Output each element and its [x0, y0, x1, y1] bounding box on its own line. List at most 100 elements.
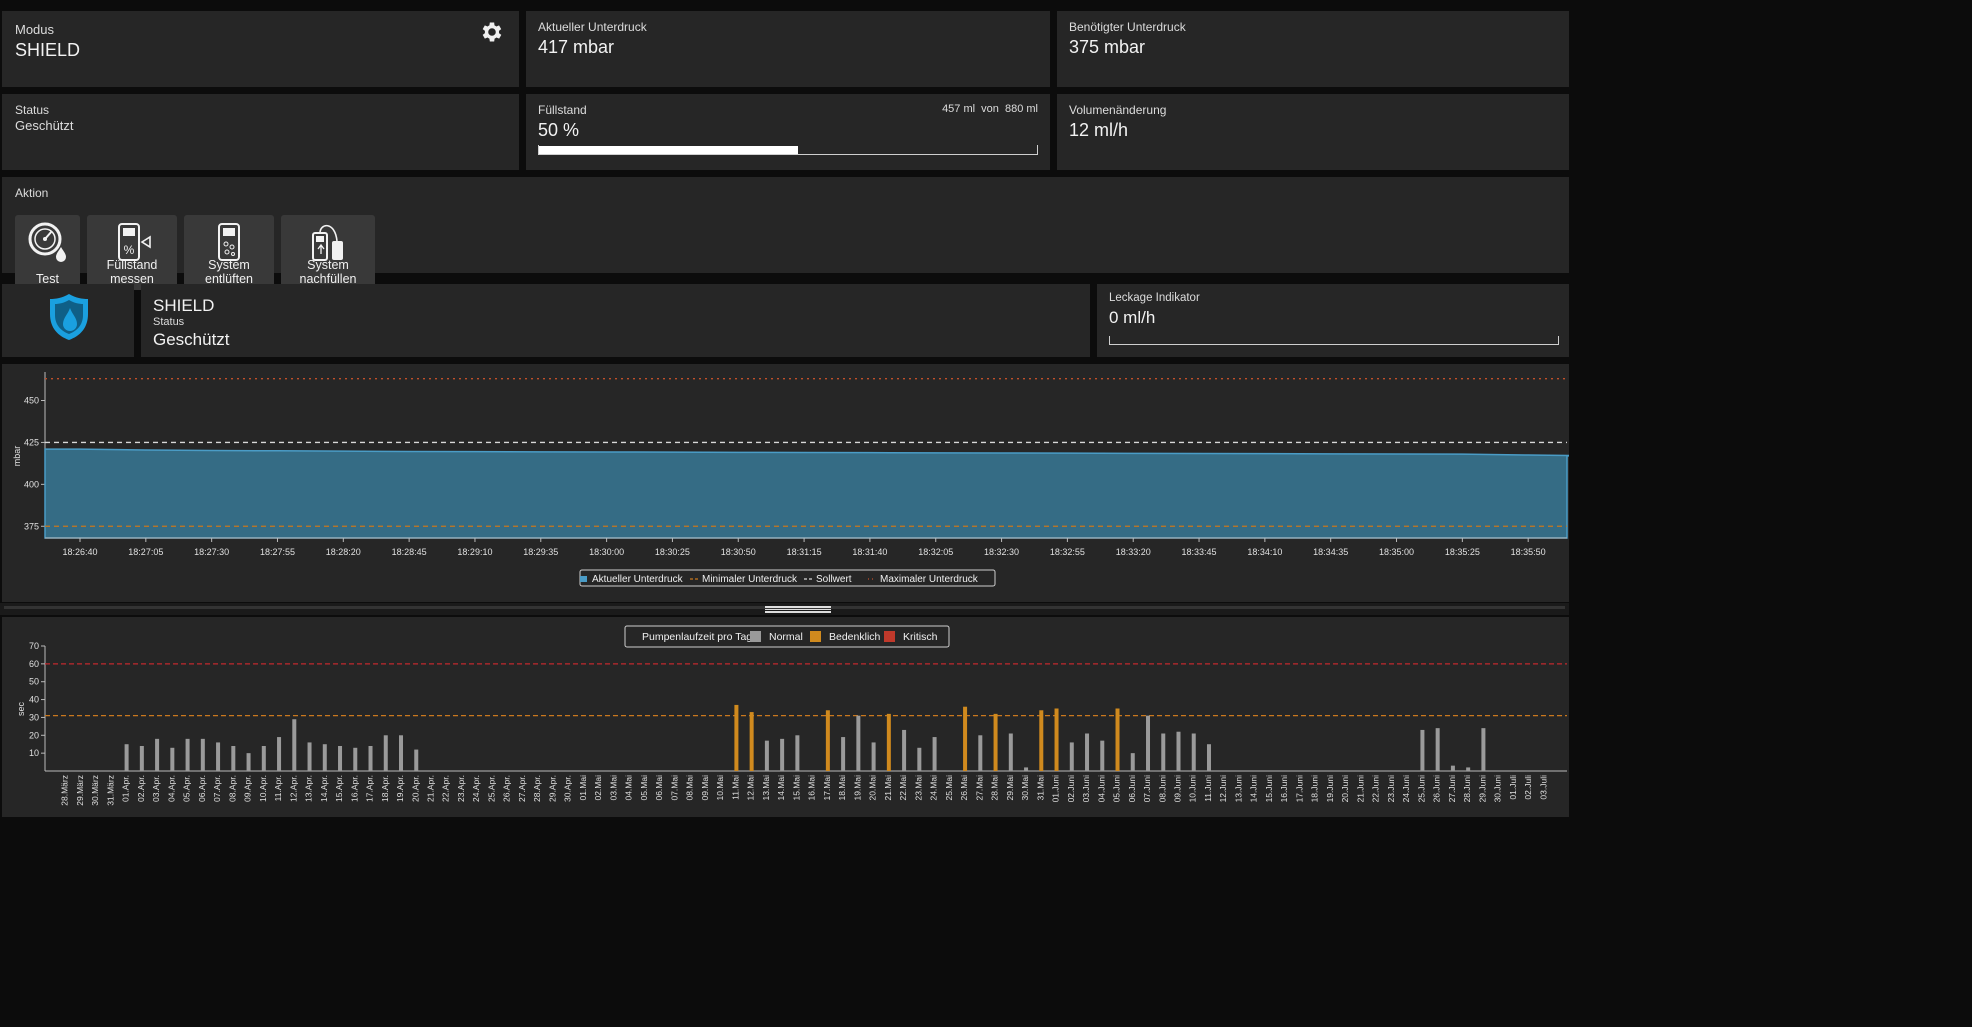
x-tick-label: 23.Apr.: [456, 775, 466, 802]
pressure-chart-panel: 375 400 425 450 mbar 18:26:40 18:27:05 18:27:30…: [2, 364, 1612, 602]
x-tick-label: 27.Apr.: [517, 775, 527, 802]
x-tick-label: 18:26:40: [62, 547, 97, 557]
bar: [978, 735, 983, 771]
x-tick-label: 30.Juni: [1493, 775, 1503, 803]
x-tick-label: 03.Juli: [1538, 775, 1548, 800]
bar: [993, 713, 998, 771]
x-tick-label: 18:31:40: [852, 547, 887, 557]
shield-status-label: Status: [153, 316, 185, 328]
bar: [1191, 733, 1196, 771]
x-tick-label: 23.Juni: [1386, 775, 1396, 803]
fuellstand-messen-button[interactable]: % Füllstand messen: [87, 215, 177, 290]
leckage-label: Leckage Indikator: [1109, 292, 1200, 304]
modus-value: SHIELD: [15, 40, 81, 60]
aktion-label: Aktion: [15, 186, 49, 200]
x-tick-label: 11.Mai: [730, 775, 740, 800]
system-entlueften-button[interactable]: System entlüften: [184, 215, 274, 290]
x-tick-label: 15.Mai: [791, 775, 801, 801]
y-tick-label: 20: [29, 730, 39, 740]
x-tick-label: 03.Apr.: [151, 775, 161, 802]
bar: [338, 746, 343, 771]
fuellstand-von: von: [981, 103, 999, 115]
x-tick-label: 28.Apr.: [532, 775, 542, 802]
x-tick-label: 29.Mai: [1005, 775, 1015, 801]
x-tick-label: 29.Apr.: [547, 775, 557, 802]
benoetigter-unterdruck-panel: Benötigter Unterdruck 375 mbar: [1057, 11, 1569, 87]
bar: [216, 742, 221, 771]
x-tick-label: 18:30:00: [589, 547, 624, 557]
modus-panel: Modus SHIELD: [2, 11, 519, 87]
bar: [1420, 729, 1425, 771]
legend-label-1: Minimaler Unterdruck: [702, 574, 798, 585]
svg-text:%: %: [124, 243, 135, 257]
x-tick-label: 24.Juni: [1401, 775, 1411, 803]
legend-label-3: Maximaler Unterdruck: [880, 574, 979, 585]
legend-title: Pumpenlaufzeit pro Tag: [642, 631, 752, 643]
y-axis-title: sec: [16, 702, 26, 717]
bar: [1161, 733, 1166, 771]
fuellstand-bar: [538, 145, 1038, 155]
legend-label-kritisch: Kritisch: [903, 631, 938, 643]
shield-title: SHIELD: [153, 296, 215, 315]
x-tick-label: 02.Juni: [1066, 775, 1076, 803]
x-tick-label: 30.März: [90, 775, 100, 806]
status-value: Geschützt: [15, 118, 74, 133]
measure-level-icon: %: [118, 223, 151, 261]
bar: [749, 712, 754, 771]
bar: [1054, 708, 1059, 771]
leckage-panel: Leckage Indikator 0 ml/h: [1097, 284, 1569, 357]
x-tick-label: 18:35:00: [1379, 547, 1414, 557]
benoetigter-unterdruck-value: 375 mbar: [1069, 37, 1146, 57]
y-tick-label: 50: [29, 677, 39, 687]
bar: [261, 746, 266, 771]
shield-status-panel: SHIELD Status Geschützt: [141, 284, 1090, 357]
bar: [277, 737, 282, 771]
x-tick-label: 01.Juni: [1051, 775, 1061, 803]
splitter-grip-handle[interactable]: [765, 606, 831, 613]
fuellstand-bar-fill: [539, 146, 798, 154]
aktueller-unterdruck-value: 417 mbar: [538, 37, 615, 57]
x-tick-label: 28.Juni: [1462, 775, 1472, 803]
bar: [185, 738, 190, 771]
x-tick-label: 28.Mai: [990, 775, 1000, 801]
gear-icon[interactable]: [479, 19, 505, 45]
bar: [246, 753, 251, 771]
legend-swatch-normal: [750, 631, 761, 642]
vent-system-icon: [218, 223, 240, 261]
bar: [170, 747, 175, 771]
pump-runtime-bar-chart: 10 20 30 40 50 60 70 sec 28.März 29.März 30.März 31…: [16, 625, 1567, 806]
x-tick-label: 09.Apr.: [243, 775, 253, 802]
test-button[interactable]: Test: [15, 215, 80, 290]
fuellstand-messen-label: Füllstand messen: [106, 258, 158, 286]
bar: [155, 738, 160, 771]
panel-splitter[interactable]: [0, 603, 1569, 615]
x-tick-label: 23.Mai: [913, 775, 923, 801]
x-tick-label: 29.März: [75, 775, 85, 806]
bar: [1206, 744, 1211, 771]
bar: [200, 738, 205, 771]
bar: [795, 735, 800, 771]
x-tick-label: 27.Mai: [974, 775, 984, 801]
bar: [292, 719, 297, 771]
y-tick-label: 450: [24, 396, 39, 406]
x-tick-label: 01.Apr.: [121, 775, 131, 802]
bar: [917, 747, 922, 771]
x-tick-label: 20.Juni: [1340, 775, 1350, 803]
x-tick-label: 28.März: [60, 775, 70, 806]
volumenaenderung-value: 12 ml/h: [1069, 120, 1129, 140]
x-tick-label: 13.Apr.: [304, 775, 314, 802]
x-tick-label: 01.Mai: [578, 775, 588, 801]
fuellstand-panel: Füllstand 50 % 457 ml von 880 ml: [526, 94, 1050, 170]
system-nachfuellen-button[interactable]: System nachfüllen: [281, 215, 375, 290]
x-tick-label: 10.Juni: [1188, 775, 1198, 803]
bar: [825, 710, 830, 771]
x-tick-label: 18:27:05: [128, 547, 163, 557]
y-tick-label: 375: [24, 521, 39, 531]
x-tick-label: 18:28:45: [392, 547, 427, 557]
bar: [368, 746, 373, 771]
x-tick-label: 27.Juni: [1447, 775, 1457, 803]
bar: [353, 747, 358, 771]
leckage-value: 0 ml/h: [1109, 308, 1156, 327]
x-tick-label: 18:28:20: [326, 547, 361, 557]
x-tick-label: 05.Apr.: [182, 775, 192, 802]
